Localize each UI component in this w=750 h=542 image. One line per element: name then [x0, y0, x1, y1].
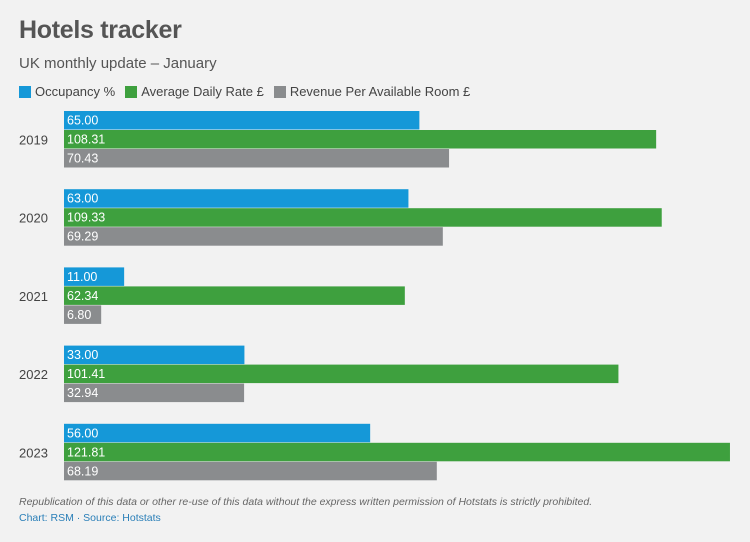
bar-adr-2023 [64, 442, 730, 462]
category-label-2023: 2023 [19, 445, 48, 460]
bar-adr-2019 [64, 130, 657, 149]
data-label-adr-2022: 101.41 [67, 367, 105, 381]
bar-revpar-2019 [64, 149, 450, 168]
data-label-occupancy-2022: 33.00 [67, 348, 98, 362]
data-label-occupancy-2019: 65.00 [67, 114, 98, 128]
bar-revpar-2023 [64, 461, 437, 481]
chart-subtitle: UK monthly update – January [19, 55, 217, 72]
footnote: Republication of this data or other re-u… [19, 496, 593, 508]
data-label-occupancy-2023: 56.00 [67, 426, 98, 440]
legend-label-revpar: Revenue Per Available Room £ [289, 84, 471, 99]
source-credit: Chart: RSM · Source: Hotstats [19, 512, 161, 524]
legend: Occupancy % Average Daily Rate £ Revenue… [19, 84, 480, 99]
bar-revpar-2022 [64, 383, 245, 403]
data-label-adr-2020: 109.33 [67, 211, 105, 225]
bar-occupancy-2021 [64, 267, 125, 286]
bar-occupancy-2019 [64, 111, 420, 130]
legend-label-occupancy: Occupancy % [35, 84, 116, 99]
data-label-revpar-2023: 68.19 [67, 464, 98, 478]
bar-occupancy-2020 [64, 189, 409, 208]
data-label-adr-2019: 108.31 [67, 133, 105, 147]
bar-revpar-2021 [64, 305, 102, 324]
legend-label-adr: Average Daily Rate £ [141, 84, 264, 99]
category-label-2020: 2020 [19, 211, 48, 226]
legend-item-adr: Average Daily Rate £ [125, 84, 264, 99]
data-label-occupancy-2021: 11.00 [67, 270, 97, 284]
data-label-revpar-2020: 69.29 [67, 230, 98, 244]
chart-title: Hotels tracker [19, 16, 182, 44]
bar-adr-2020 [64, 208, 662, 227]
legend-item-occupancy: Occupancy % [19, 84, 115, 99]
bar-adr-2021 [64, 286, 405, 305]
data-label-revpar-2019: 70.43 [67, 152, 98, 166]
data-label-revpar-2022: 32.94 [67, 386, 98, 400]
data-label-occupancy-2020: 63.00 [67, 192, 98, 206]
bar-occupancy-2022 [64, 345, 245, 365]
data-label-adr-2021: 62.34 [67, 289, 98, 303]
legend-item-revpar: Revenue Per Available Room £ [273, 84, 471, 99]
legend-swatch-revpar [273, 85, 286, 98]
bar-occupancy-2023 [64, 423, 371, 443]
data-label-revpar-2021: 6.80 [67, 308, 91, 322]
category-label-2021: 2021 [19, 289, 48, 304]
legend-swatch-occupancy [19, 85, 31, 98]
bar-adr-2022 [64, 364, 619, 384]
data-label-adr-2023: 121.81 [67, 445, 105, 459]
category-label-2022: 2022 [19, 367, 48, 382]
bar-revpar-2020 [64, 227, 443, 246]
legend-swatch-adr [125, 85, 138, 98]
category-label-2019: 2019 [19, 133, 48, 148]
